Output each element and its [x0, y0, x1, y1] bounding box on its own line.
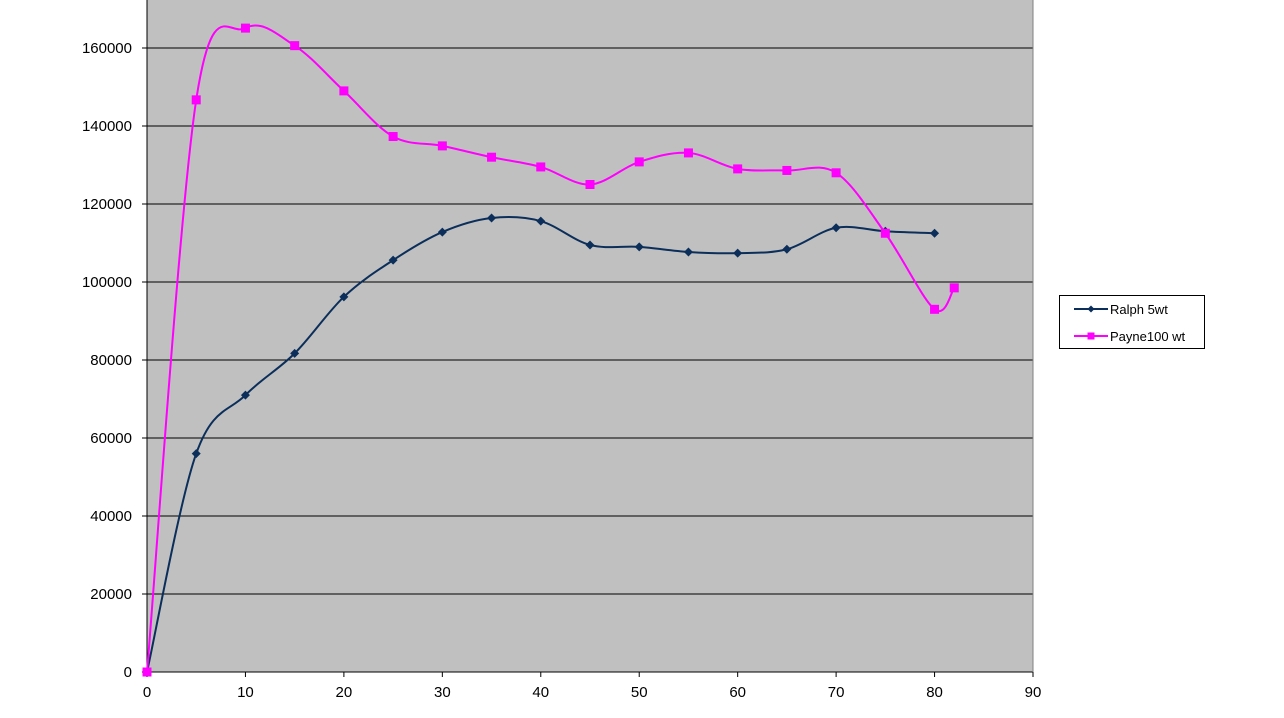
y-tick-label: 100000	[82, 274, 132, 291]
x-tick-label: 0	[143, 684, 151, 701]
y-tick-label: 160000	[82, 40, 132, 57]
data-point-ralph-5wt	[339, 292, 349, 302]
data-point-payne100-wt	[240, 23, 250, 33]
x-tick-label: 20	[336, 684, 353, 701]
y-tick-label: 80000	[90, 352, 132, 369]
legend-entry-payne: Payne100 wt	[1072, 327, 1185, 345]
data-point-payne100-wt	[487, 152, 497, 162]
data-point-payne100-wt	[536, 162, 546, 172]
data-point-ralph-5wt	[782, 244, 792, 254]
series-layer	[142, 23, 959, 677]
data-point-ralph-5wt	[733, 248, 743, 258]
x-tick-label: 60	[729, 684, 746, 701]
gridlines	[147, 47, 1033, 595]
data-point-payne100-wt	[683, 148, 693, 158]
data-point-payne100-wt	[733, 164, 743, 174]
data-point-ralph-5wt	[536, 216, 546, 226]
legend-entry-ralph: Ralph 5wt	[1072, 300, 1168, 318]
legend-swatch-payne	[1072, 330, 1110, 342]
y-tick-label: 0	[124, 664, 132, 681]
x-tick-label: 30	[434, 684, 451, 701]
legend-label-payne: Payne100 wt	[1110, 328, 1186, 344]
y-tick-label: 60000	[90, 430, 132, 447]
y-tick-label: 40000	[90, 508, 132, 525]
data-point-payne100-wt	[949, 283, 959, 293]
data-point-payne100-wt	[290, 41, 300, 51]
legend-label-ralph: Ralph 5wt	[1110, 301, 1168, 317]
data-point-ralph-5wt	[930, 228, 940, 238]
x-tick-label: 70	[828, 684, 845, 701]
data-point-ralph-5wt	[290, 348, 300, 358]
y-tick-label: 20000	[90, 586, 132, 603]
data-point-ralph-5wt	[240, 390, 250, 400]
data-point-payne100-wt	[437, 141, 447, 151]
data-point-payne100-wt	[782, 165, 792, 175]
data-point-ralph-5wt	[487, 213, 497, 223]
data-point-payne100-wt	[388, 132, 398, 142]
y-tick-labels: 0 20000 40000 60000 80000 100000 120000 140000 1…	[82, 40, 132, 681]
data-point-payne100-wt	[634, 157, 644, 167]
data-point-ralph-5wt	[634, 242, 644, 252]
x-tick-label: 80	[926, 684, 943, 701]
legend-swatch-ralph	[1072, 303, 1110, 315]
x-tick-label: 90	[1025, 684, 1042, 701]
data-point-ralph-5wt	[388, 255, 398, 265]
legend: Ralph 5wt Payne100 wt	[1059, 295, 1205, 349]
plot-area	[147, 0, 1033, 672]
data-point-ralph-5wt	[437, 227, 447, 237]
data-point-ralph-5wt	[831, 223, 841, 233]
data-point-ralph-5wt	[585, 240, 595, 250]
data-point-ralph-5wt	[191, 449, 201, 459]
data-point-payne100-wt	[880, 228, 890, 238]
data-point-payne100-wt	[191, 95, 201, 105]
data-point-ralph-5wt	[683, 247, 693, 257]
data-point-payne100-wt	[585, 180, 595, 189]
x-tick-label: 10	[237, 684, 254, 701]
y-tick-label: 140000	[82, 118, 132, 135]
data-point-payne100-wt	[930, 304, 940, 314]
x-tick-label: 40	[532, 684, 549, 701]
x-tick-labels: 0 10 20 30 40 50 60 70 80 90	[143, 684, 1042, 701]
x-tick-label: 50	[631, 684, 648, 701]
y-tick-label: 120000	[82, 196, 132, 213]
axes	[142, 0, 1034, 677]
data-point-payne100-wt	[339, 86, 349, 96]
data-point-payne100-wt	[831, 168, 841, 178]
data-point-payne100-wt	[142, 667, 152, 677]
